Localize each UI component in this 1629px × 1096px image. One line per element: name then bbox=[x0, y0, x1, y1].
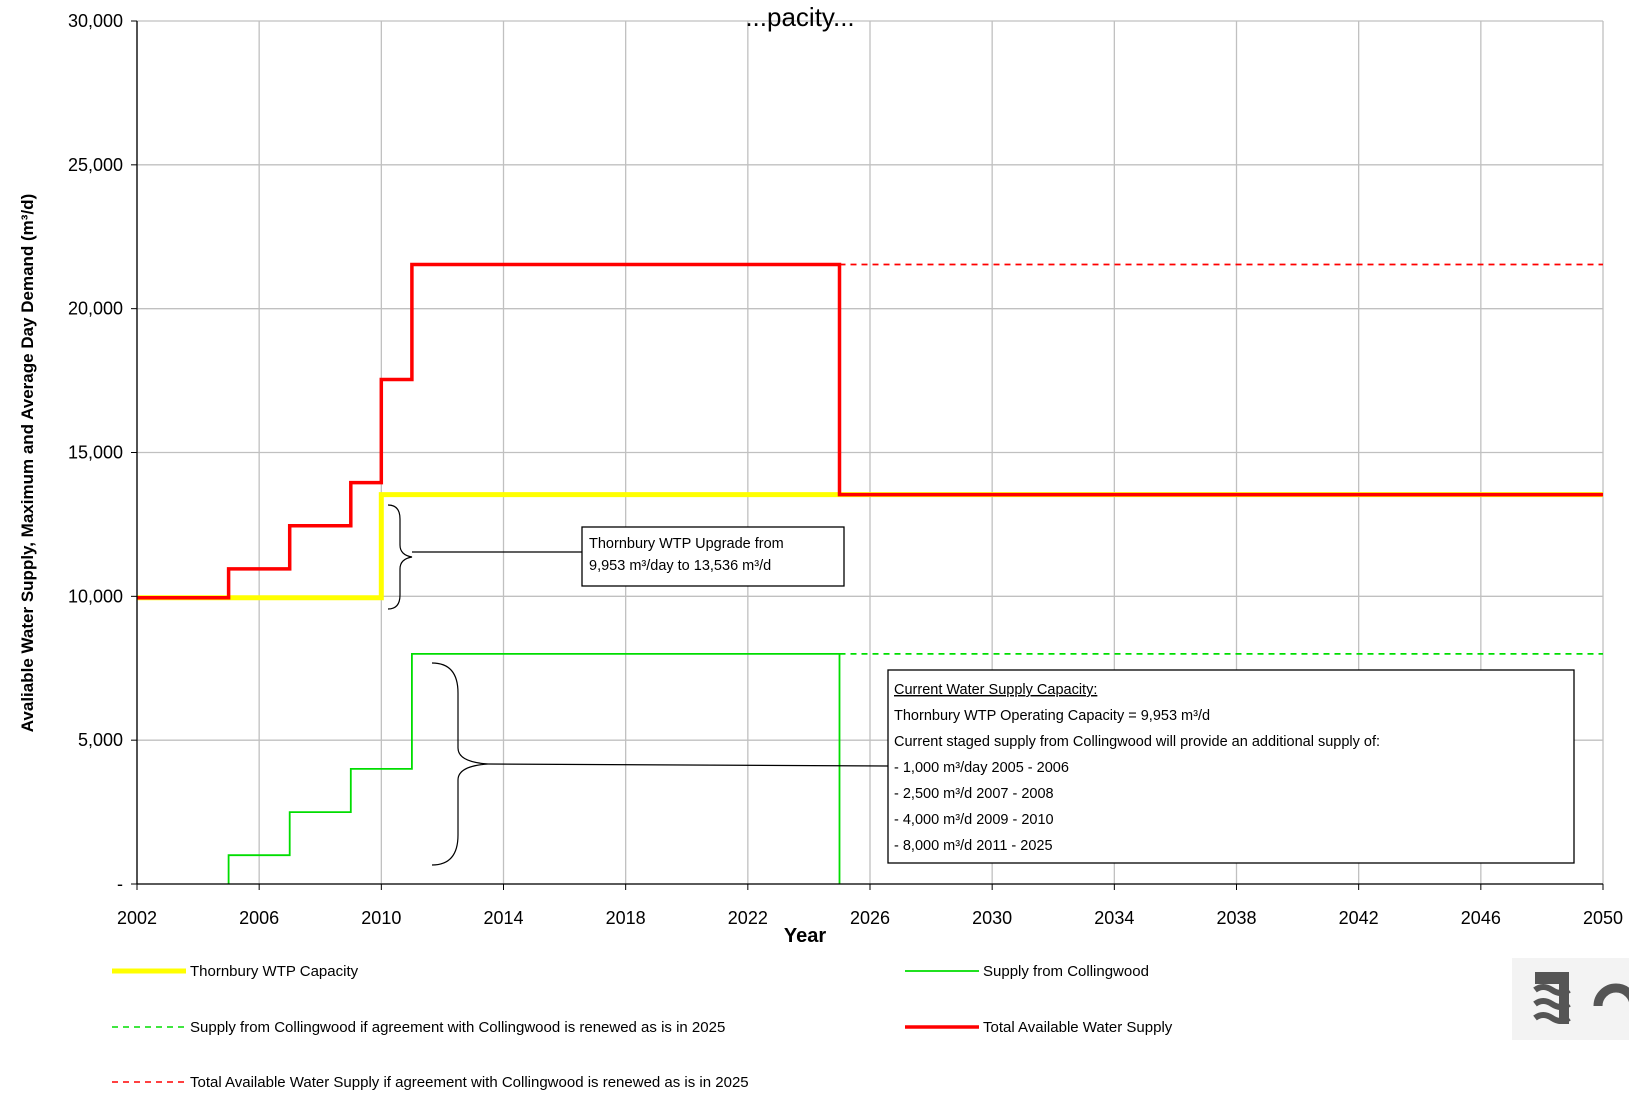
current-callout-text: - 2,500 m³/d 2007 - 2008 bbox=[894, 786, 1054, 802]
annotations: Thornbury WTP Upgrade from 9,953 m³/day t… bbox=[387, 504, 1575, 866]
x-tick-label: 2042 bbox=[1339, 908, 1379, 928]
upgrade-callout-text: Thornbury WTP Upgrade from bbox=[589, 536, 784, 552]
legend-label: Total Available Water Supply if agreemen… bbox=[190, 1074, 749, 1091]
x-tick-label: 2034 bbox=[1094, 908, 1134, 928]
series-line-supply-from-collingwood bbox=[227, 653, 841, 884]
series-layer bbox=[137, 262, 1603, 884]
x-tick-label: 2038 bbox=[1216, 908, 1256, 928]
x-axis-title: Year bbox=[784, 925, 826, 947]
current-callout-text: Thornbury WTP Operating Capacity = 9,953… bbox=[894, 708, 1210, 724]
x-tick-label: 2046 bbox=[1461, 908, 1501, 928]
y-tick-label: 10,000 bbox=[68, 586, 123, 606]
y-axis-title: Avaliable Water Supply, Maximum and Aver… bbox=[18, 194, 37, 732]
x-tick-label: 2050 bbox=[1583, 908, 1623, 928]
y-tick-label: 25,000 bbox=[68, 155, 123, 175]
legend: Thornbury WTP Capacity Supply from Collin… bbox=[112, 963, 1173, 1091]
upgrade-callout-text: 9,953 m³/day to 13,536 m³/d bbox=[589, 558, 771, 574]
current-callout-text: - 4,000 m³/d 2009 - 2010 bbox=[894, 812, 1054, 828]
upgrade-bracket bbox=[387, 504, 413, 610]
y-tick-label: 15,000 bbox=[68, 443, 123, 463]
x-tick-label: 2002 bbox=[117, 908, 157, 928]
legend-label: Supply from Collingwood bbox=[983, 963, 1149, 980]
legend-label: Thornbury WTP Capacity bbox=[190, 963, 359, 980]
y-tick-label: 5,000 bbox=[78, 730, 123, 750]
current-callout-box bbox=[887, 669, 1575, 864]
y-tick-label: 20,000 bbox=[68, 299, 123, 319]
current-leader-line bbox=[487, 763, 889, 767]
legend-label: Supply from Collingwood if agreement wit… bbox=[190, 1019, 725, 1036]
x-tick-label: 2006 bbox=[239, 908, 279, 928]
y-tick-label: 30,000 bbox=[68, 11, 123, 31]
current-callout-text: - 1,000 m³/day 2005 - 2006 bbox=[894, 760, 1069, 776]
chart-title: ...pacity... bbox=[745, 2, 854, 32]
x-tick-label: 2018 bbox=[606, 908, 646, 928]
legend-label: Total Available Water Supply bbox=[983, 1019, 1173, 1036]
x-tick-label: 2014 bbox=[483, 908, 523, 928]
x-tick-label: 2030 bbox=[972, 908, 1012, 928]
x-tick-label: 2022 bbox=[728, 908, 768, 928]
current-callout-text: Current staged supply from Collingwood w… bbox=[894, 734, 1380, 750]
x-tick-label: 2026 bbox=[850, 908, 890, 928]
x-tick-label: 2010 bbox=[361, 908, 401, 928]
axes: 2002 2006 2010 2014 2018 2022 2026 2030 2034 2038… bbox=[68, 11, 1623, 928]
logo-icon bbox=[1512, 958, 1629, 1040]
current-callout-heading: Current Water Supply Capacity: bbox=[894, 682, 1097, 698]
current-bracket bbox=[431, 662, 489, 866]
current-callout-text: - 8,000 m³/d 2011 - 2025 bbox=[894, 838, 1053, 854]
series-line-total-available-water-supply bbox=[137, 262, 1603, 600]
y-tick-label: - bbox=[117, 874, 123, 894]
upgrade-callout-box bbox=[581, 526, 845, 587]
